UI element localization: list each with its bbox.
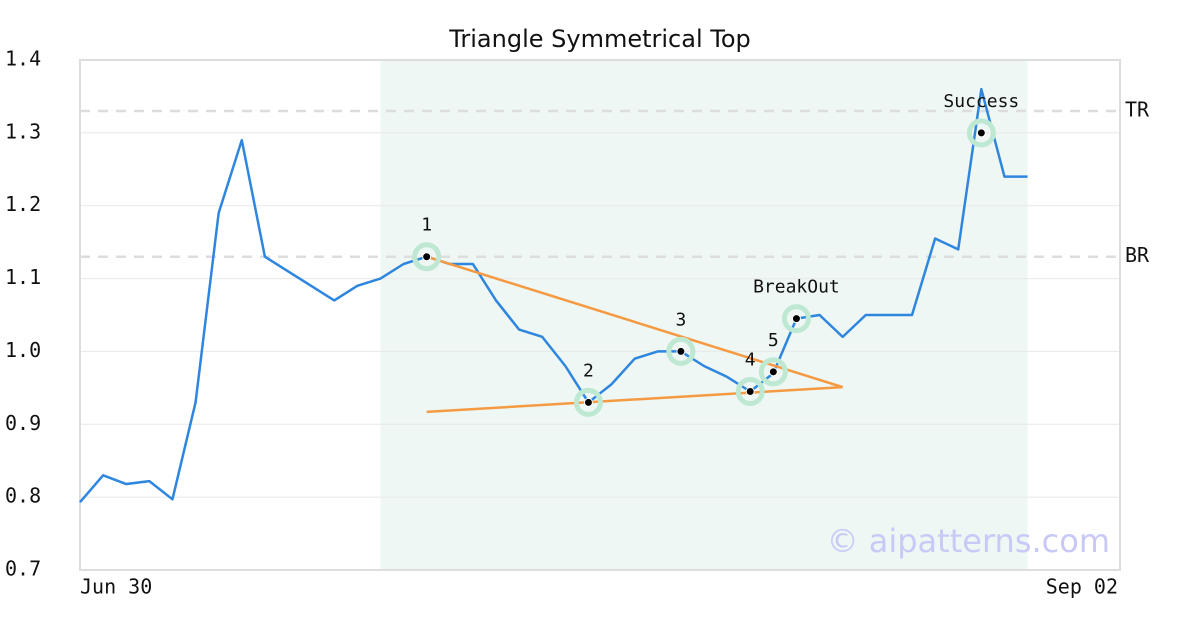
point-label: 5 — [768, 330, 779, 351]
y-tick-label: 0.8 — [5, 484, 41, 508]
level-label: TR — [1125, 98, 1150, 122]
point-halo — [966, 118, 996, 148]
trend-line — [426, 385, 843, 414]
point-label: 1 — [421, 215, 432, 236]
point-dot — [745, 387, 755, 396]
plot-frame — [79, 59, 1121, 571]
y-tick-label: 1.4 — [5, 47, 41, 71]
point-halo — [758, 357, 788, 387]
plot-under — [79, 59, 1121, 571]
point-halo — [412, 242, 442, 272]
point-dot — [976, 128, 986, 138]
trend-line — [426, 255, 844, 389]
y-tick-label: 0.7 — [5, 557, 41, 581]
y-tick-label: 1.0 — [5, 338, 41, 362]
y-tick-label: 1.1 — [5, 265, 41, 289]
chart-title: Triangle Symmetrical Top — [448, 25, 751, 53]
point-dot — [676, 346, 686, 356]
point-halo — [735, 377, 765, 406]
y-tick-label: 1.2 — [5, 192, 41, 216]
point-dot — [422, 252, 432, 262]
level-label: BR — [1125, 243, 1150, 267]
point-halo — [666, 336, 696, 366]
price-line — [79, 87, 1028, 504]
point-label: 3 — [675, 309, 686, 330]
point-halo — [573, 387, 603, 417]
x-tick-label: Jun 30 — [80, 575, 152, 599]
point-label: BreakOut — [753, 277, 840, 298]
point-dot — [768, 367, 778, 377]
watermark: © aipatterns.com — [827, 522, 1110, 560]
highlight-region — [380, 60, 1028, 570]
x-tick-label: Sep 02 — [1046, 575, 1118, 599]
point-label: 2 — [583, 360, 594, 381]
y-tick-label: 1.3 — [5, 119, 41, 143]
y-tick-label: 0.9 — [5, 411, 41, 435]
point-dot — [791, 314, 801, 324]
point-halo — [781, 304, 811, 334]
point-label: Success — [943, 91, 1019, 112]
point-dot — [583, 397, 593, 407]
point-label: 4 — [745, 350, 756, 371]
